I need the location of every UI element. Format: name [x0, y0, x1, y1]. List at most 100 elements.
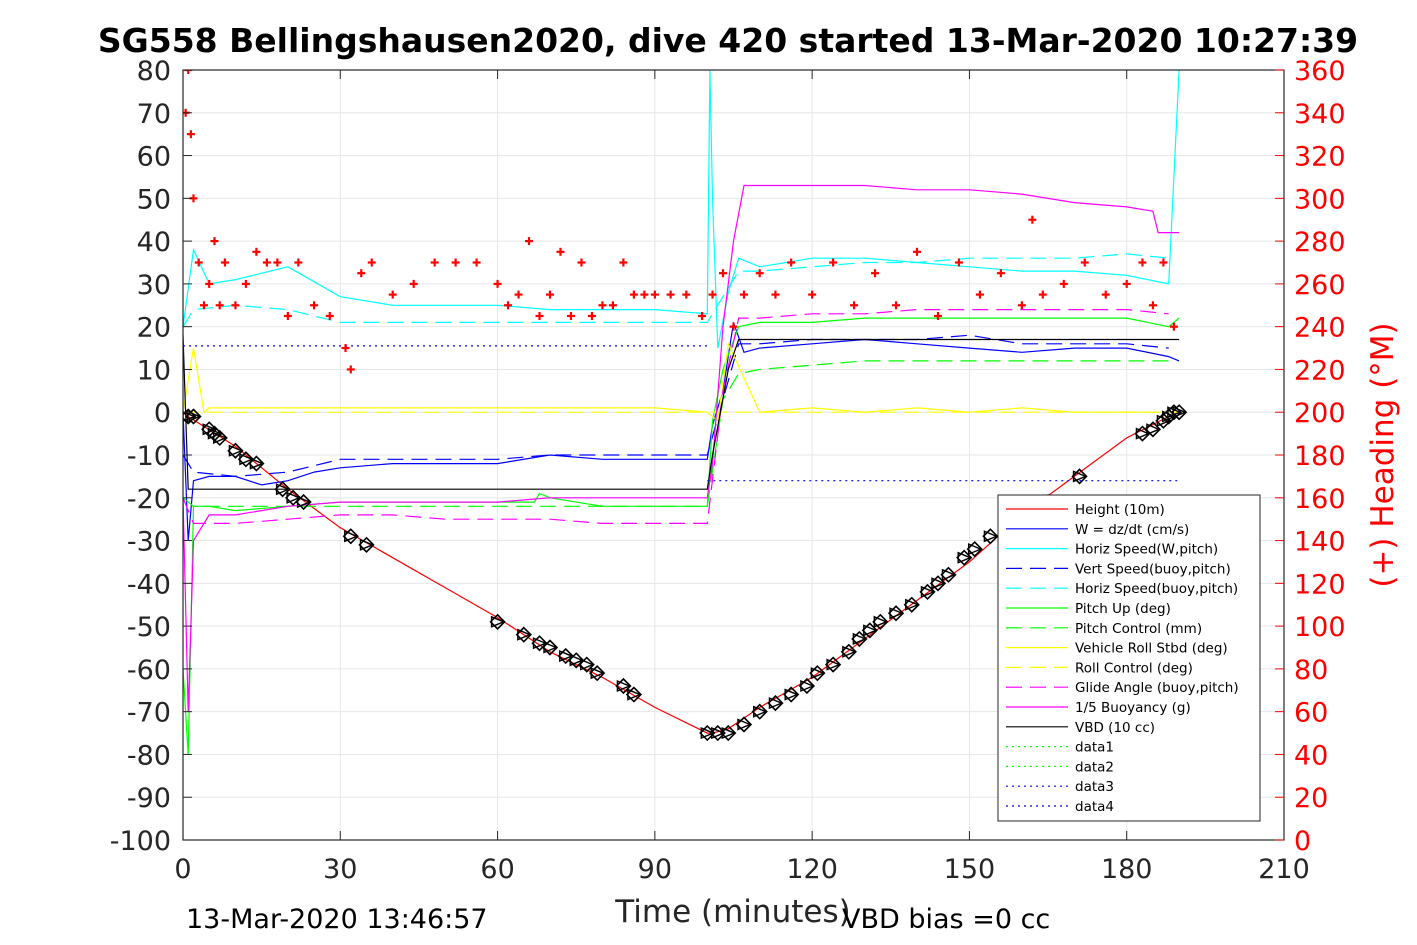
heading-point: [933, 311, 942, 320]
x-tick-label: 30: [323, 854, 357, 885]
height-marker: [903, 596, 920, 613]
heading-point: [199, 301, 208, 310]
height-marker: [589, 665, 606, 682]
height-marker-triangle: [559, 650, 574, 663]
height-marker: [735, 716, 753, 733]
height-marker-triangle: [826, 658, 841, 671]
height-marker-triangle: [275, 483, 291, 496]
heading-point: [556, 247, 565, 256]
height-marker-triangle: [1146, 423, 1161, 436]
height-marker-diamond: [185, 408, 202, 425]
height-marker-triangle: [186, 410, 202, 423]
y-tick-label: 80: [137, 56, 171, 87]
x-tick-label: 210: [1258, 854, 1310, 885]
heading-point: [186, 130, 195, 139]
height-marker-triangle: [1072, 470, 1088, 483]
y2-tick-label: 280: [1294, 227, 1346, 258]
height-marker-triangle: [768, 697, 784, 710]
y-tick-label: -70: [127, 698, 171, 729]
heading-point: [719, 269, 728, 278]
height-marker: [783, 686, 800, 703]
height-marker: [872, 613, 889, 630]
height-marker-triangle: [359, 538, 375, 551]
y2-tick-label: 360: [1294, 56, 1346, 87]
heading-point: [975, 290, 984, 299]
height-marker-triangle: [967, 543, 983, 556]
height-marker: [625, 686, 643, 703]
heading-point: [892, 301, 901, 310]
y-tick-label: 0: [154, 398, 171, 429]
y2-tick-label: 340: [1294, 99, 1346, 130]
y-tick-label: 30: [137, 270, 171, 301]
legend-label: Pitch Control (mm): [1075, 621, 1202, 637]
height-marker-diamond: [751, 703, 768, 720]
x-tick-label: 90: [638, 854, 672, 885]
legend-label: data2: [1075, 759, 1114, 775]
heading-point: [577, 258, 586, 267]
heading-point: [1101, 290, 1110, 299]
legend: Height (10m) W = dz/dt (cm/s) Horiz Speed(…: [997, 494, 1261, 822]
height-marker: [185, 408, 202, 425]
height-marker: [966, 540, 983, 558]
y-tick-label: 20: [137, 313, 171, 344]
y-tick-label: -100: [110, 826, 171, 857]
height-marker-diamond: [578, 656, 595, 673]
footer-vbd-bias: VBD bias =0 cc: [842, 904, 1050, 935]
height-marker-diamond: [872, 613, 889, 630]
height-marker-diamond: [956, 549, 973, 566]
legend-label: Height (10m): [1075, 502, 1165, 518]
heading-point: [708, 290, 717, 299]
height-marker-triangle: [842, 645, 857, 658]
x-tick-label: 180: [1101, 854, 1153, 885]
heading-point: [587, 311, 596, 320]
heading-point: [451, 258, 460, 267]
heading-point: [262, 258, 271, 267]
legend-box: [997, 494, 1261, 822]
height-marker: [720, 724, 737, 742]
heading-point: [1169, 322, 1178, 331]
height-marker-diamond: [625, 686, 643, 703]
height-marker: [489, 613, 506, 630]
heading-point: [231, 301, 240, 310]
height-marker-triangle: [239, 453, 254, 466]
height-marker-triangle: [983, 530, 999, 543]
y-axis-left: 80 70 60 50 40 30 20 10 0 -10 -20 -30 -40 -50 -60 -70 -8…: [110, 56, 192, 857]
height-marker-diamond: [358, 536, 375, 553]
height-marker: [798, 677, 816, 695]
heading-point: [283, 311, 292, 320]
y-tick-label: -30: [127, 527, 171, 558]
height-marker-triangle: [616, 679, 632, 693]
y-tick-label: 40: [137, 227, 171, 258]
y-axis-right: 3603403203002802602402202001801601401201…: [1275, 56, 1346, 857]
heading-point: [755, 269, 764, 278]
heading-point: [341, 344, 350, 353]
heading-point: [598, 301, 607, 310]
height-marker-diamond: [966, 540, 983, 558]
height-marker-triangle: [905, 598, 920, 611]
y2-tick-label: 20: [1294, 783, 1328, 814]
legend-label: W = dz/dt (cm/s): [1075, 522, 1189, 538]
heading-point: [629, 290, 638, 299]
height-marker-diamond: [342, 528, 359, 545]
height-marker: [578, 656, 595, 673]
height-marker-diamond: [840, 643, 857, 660]
heading-point: [1028, 215, 1037, 224]
heading-point: [241, 279, 250, 288]
x-axis: 0 30 60 90 120 150 180 210: [174, 70, 1310, 885]
heading-point: [640, 290, 649, 299]
heading-point: [430, 258, 439, 267]
height-marker-triangle: [957, 551, 973, 564]
heading-point: [194, 258, 203, 267]
height-marker-diamond: [568, 652, 585, 669]
series-line-7: [183, 341, 1180, 422]
height-marker-triangle: [590, 667, 606, 680]
height-marker-diamond: [919, 583, 936, 601]
height-marker-diamond: [1144, 421, 1162, 438]
series-line-2: [183, 70, 1180, 349]
heading-point: [729, 322, 738, 331]
legend-label: data4: [1075, 799, 1114, 815]
height-marker-triangle: [517, 628, 532, 641]
height-marker-triangle: [784, 688, 799, 701]
height-marker-diamond: [295, 493, 312, 511]
y-tick-label: -20: [127, 484, 171, 515]
